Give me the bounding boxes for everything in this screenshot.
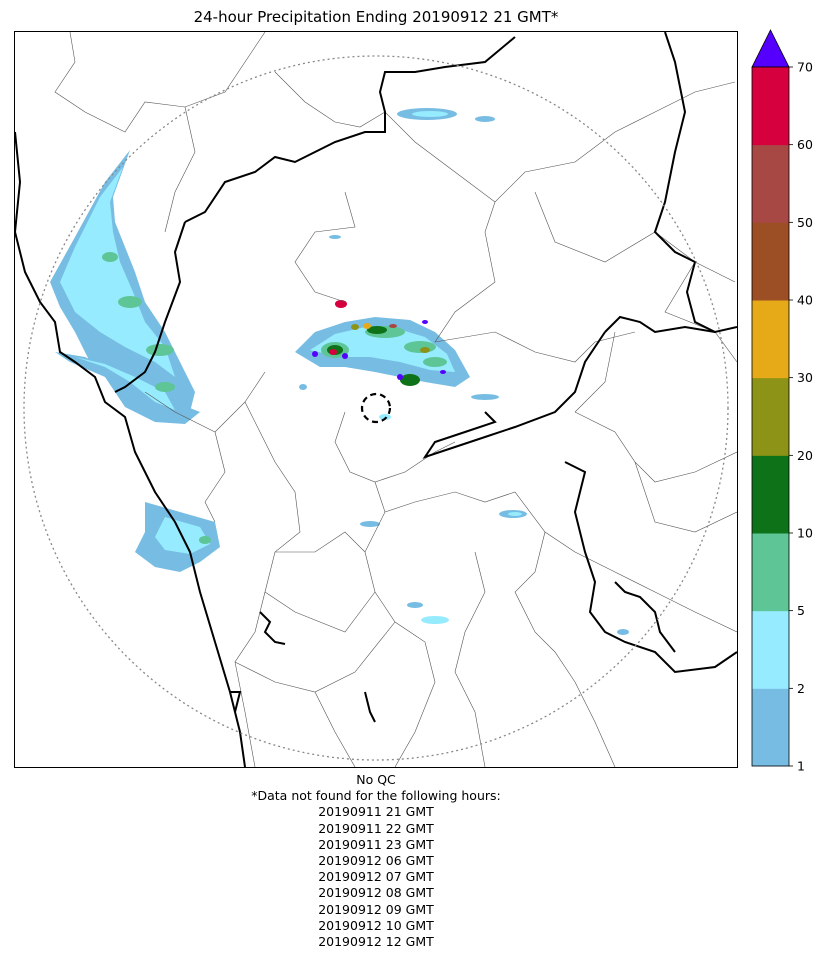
colorbar-segment: [752, 222, 789, 301]
colorbar-tick-label: 5: [797, 603, 805, 618]
colorbar-segment: [752, 533, 789, 612]
missing-hour: 20190912 09 GMT: [318, 901, 434, 917]
colorbar-tick-label: 40: [797, 293, 813, 308]
colorbar-segment: [752, 610, 789, 689]
missing-hour: 20190911 23 GMT: [318, 836, 434, 852]
colorbar-segment: [752, 688, 789, 767]
colorbar-tick-label: 70: [797, 60, 813, 75]
precipitation-map[interactable]: [14, 31, 738, 768]
qc-note: No QC: [356, 772, 396, 787]
colorbar-svg: 1 2 5 10 20 30 40 50 60 70: [751, 29, 813, 774]
colorbar-tick-label: 60: [797, 137, 813, 152]
missing-hour: 20190912 07 GMT: [318, 869, 434, 885]
precip-south-patch: [135, 502, 220, 572]
missing-hour: 20190911 21 GMT: [318, 804, 434, 820]
radar-site-marker: [360, 392, 392, 424]
colorbar-tick-label: 30: [797, 370, 813, 385]
colorbar-outline: [751, 66, 790, 767]
colorbar-tick-label: 1: [797, 759, 805, 774]
colorbar-tick-label: 50: [797, 215, 813, 230]
colorbar-segment: [752, 300, 789, 379]
missing-hour: 20190912 10 GMT: [318, 917, 434, 933]
colorbar-tick-label: 2: [797, 681, 805, 696]
colorbar-tick-label: 10: [797, 526, 813, 541]
map-title: 24-hour Precipitation Ending 20190912 21…: [193, 8, 559, 26]
precip-coastal-band: [50, 150, 200, 424]
notes-block: No QC *Data not found for the following …: [0, 772, 752, 950]
map-canvas: [15, 32, 737, 767]
district-boundaries: [54, 32, 737, 767]
missing-hour: 20190911 22 GMT: [318, 820, 434, 836]
missing-data-header: *Data not found for the following hours:: [251, 788, 501, 804]
missing-hour: 20190912 08 GMT: [318, 885, 434, 901]
colorbar-segment: [752, 144, 789, 223]
state-borders: [15, 32, 737, 767]
precip-scattered: [329, 235, 629, 635]
precip-central-cluster: [295, 300, 499, 420]
colorbar-segment: [752, 67, 789, 146]
missing-hour: 20190912 06 GMT: [318, 853, 434, 869]
colorbar-segment: [752, 455, 789, 534]
missing-hour: 20190912 12 GMT: [318, 934, 434, 950]
precip-north-patch: [397, 108, 495, 122]
colorbar: 1 2 5 10 20 30 40 50 60 70: [751, 29, 813, 774]
colorbar-segment: [752, 377, 789, 456]
colorbar-tick-label: 20: [797, 448, 813, 463]
colorbar-extend-arrow: [751, 29, 790, 68]
radar-range-circle: [23, 55, 729, 761]
